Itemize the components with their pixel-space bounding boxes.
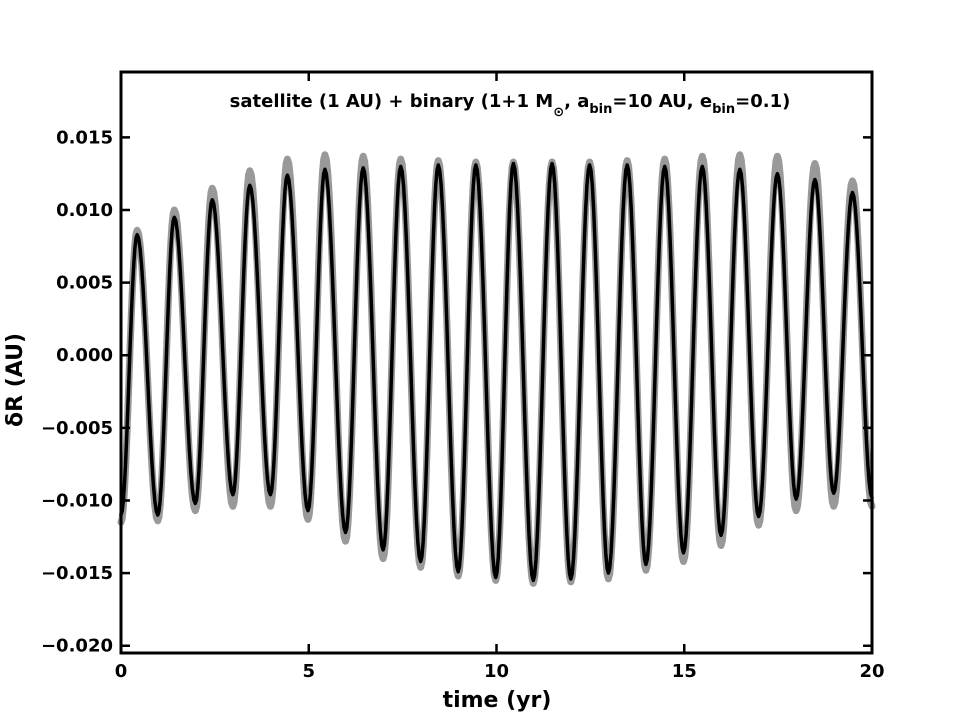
x-axis-label: time (yr) [443,688,552,713]
tick-labels-layer: 0 5 10 15 20 0.015 0.010 0.005 0.000 −0.005 −0.010… [41,127,885,682]
y-tick-label: −0.015 [41,563,113,584]
title-part-3: =10 AU, e [612,91,712,112]
title-part-4: =0.1) [735,91,790,112]
title-sub-a: bin [589,102,612,117]
title-part-2: , a [564,91,589,112]
chart-title: satellite (1 AU) + binary (1+1 M⊙, abin=… [230,91,791,120]
y-tick-label: −0.010 [41,490,113,511]
x-tick-label: 5 [302,661,315,682]
x-tick-label: 20 [859,661,884,682]
series-line-2 [119,161,874,583]
y-tick-label: 0.015 [56,127,113,148]
title-part-1: satellite (1 AU) + binary (1+1 M [230,91,554,112]
y-axis-label: δR (AU) [3,333,28,427]
series-line-1 [117,151,876,587]
title-sub-e: bin [712,102,735,117]
title-sun-symbol: ⊙ [553,105,564,120]
x-tick-label: 15 [672,661,697,682]
y-tick-label: −0.020 [41,636,113,657]
ticks-layer [119,72,874,653]
x-tick-label: 0 [115,661,128,682]
series-layer [117,151,876,587]
x-tick-label: 10 [484,661,509,682]
y-tick-label: −0.005 [41,418,113,439]
y-tick-label: 0.010 [56,200,113,221]
y-tick-label: 0.005 [56,273,113,294]
y-tick-label: 0.000 [56,345,113,366]
